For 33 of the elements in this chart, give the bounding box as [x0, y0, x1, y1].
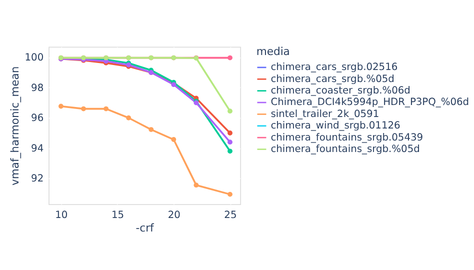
- legend-label: chimera_fountains_srgb.%05d: [270, 144, 420, 155]
- y-tick-label: 98: [31, 82, 44, 94]
- legend-label: sintel_trailer_2k_0591: [270, 108, 380, 120]
- point: [228, 140, 232, 145]
- point: [104, 106, 109, 112]
- point: [228, 130, 232, 136]
- point: [171, 137, 176, 142]
- point: [228, 148, 232, 154]
- point: [58, 104, 64, 109]
- legend-label: chimera_wind_srgb.01126: [270, 120, 400, 132]
- y-tick-label: 96: [31, 113, 44, 124]
- point: [228, 55, 232, 60]
- y-tick-label: 100: [24, 52, 44, 64]
- point: [148, 127, 154, 132]
- y-axis-title: vmaf_harmonic_mean: [8, 66, 22, 186]
- legend-label: chimera_coaster_srgb.%06d: [270, 86, 410, 97]
- x-axis-title: -crf: [136, 222, 154, 235]
- point: [228, 192, 232, 197]
- point: [194, 182, 199, 188]
- point: [228, 108, 232, 114]
- legend-title: media: [256, 44, 290, 58]
- x-tick-label: 10: [55, 210, 68, 222]
- legend-label: chimera_cars_srgb.%05d: [270, 74, 394, 85]
- point: [126, 115, 132, 120]
- legend-label: Chimera_DCI4k5994p_HDR_P3PQ_%06d: [270, 97, 470, 108]
- y-tick-label: 92: [31, 174, 44, 185]
- y-tick-label: 94: [31, 143, 44, 154]
- point: [81, 106, 86, 112]
- x-tick-label: 25: [224, 210, 237, 222]
- legend-label: chimera_cars_srgb.02516: [270, 62, 398, 74]
- x-tick-label: 20: [168, 210, 180, 222]
- legend-label: chimera_fountains_srgb.05439: [270, 132, 424, 144]
- x-tick-label: 15: [111, 210, 124, 222]
